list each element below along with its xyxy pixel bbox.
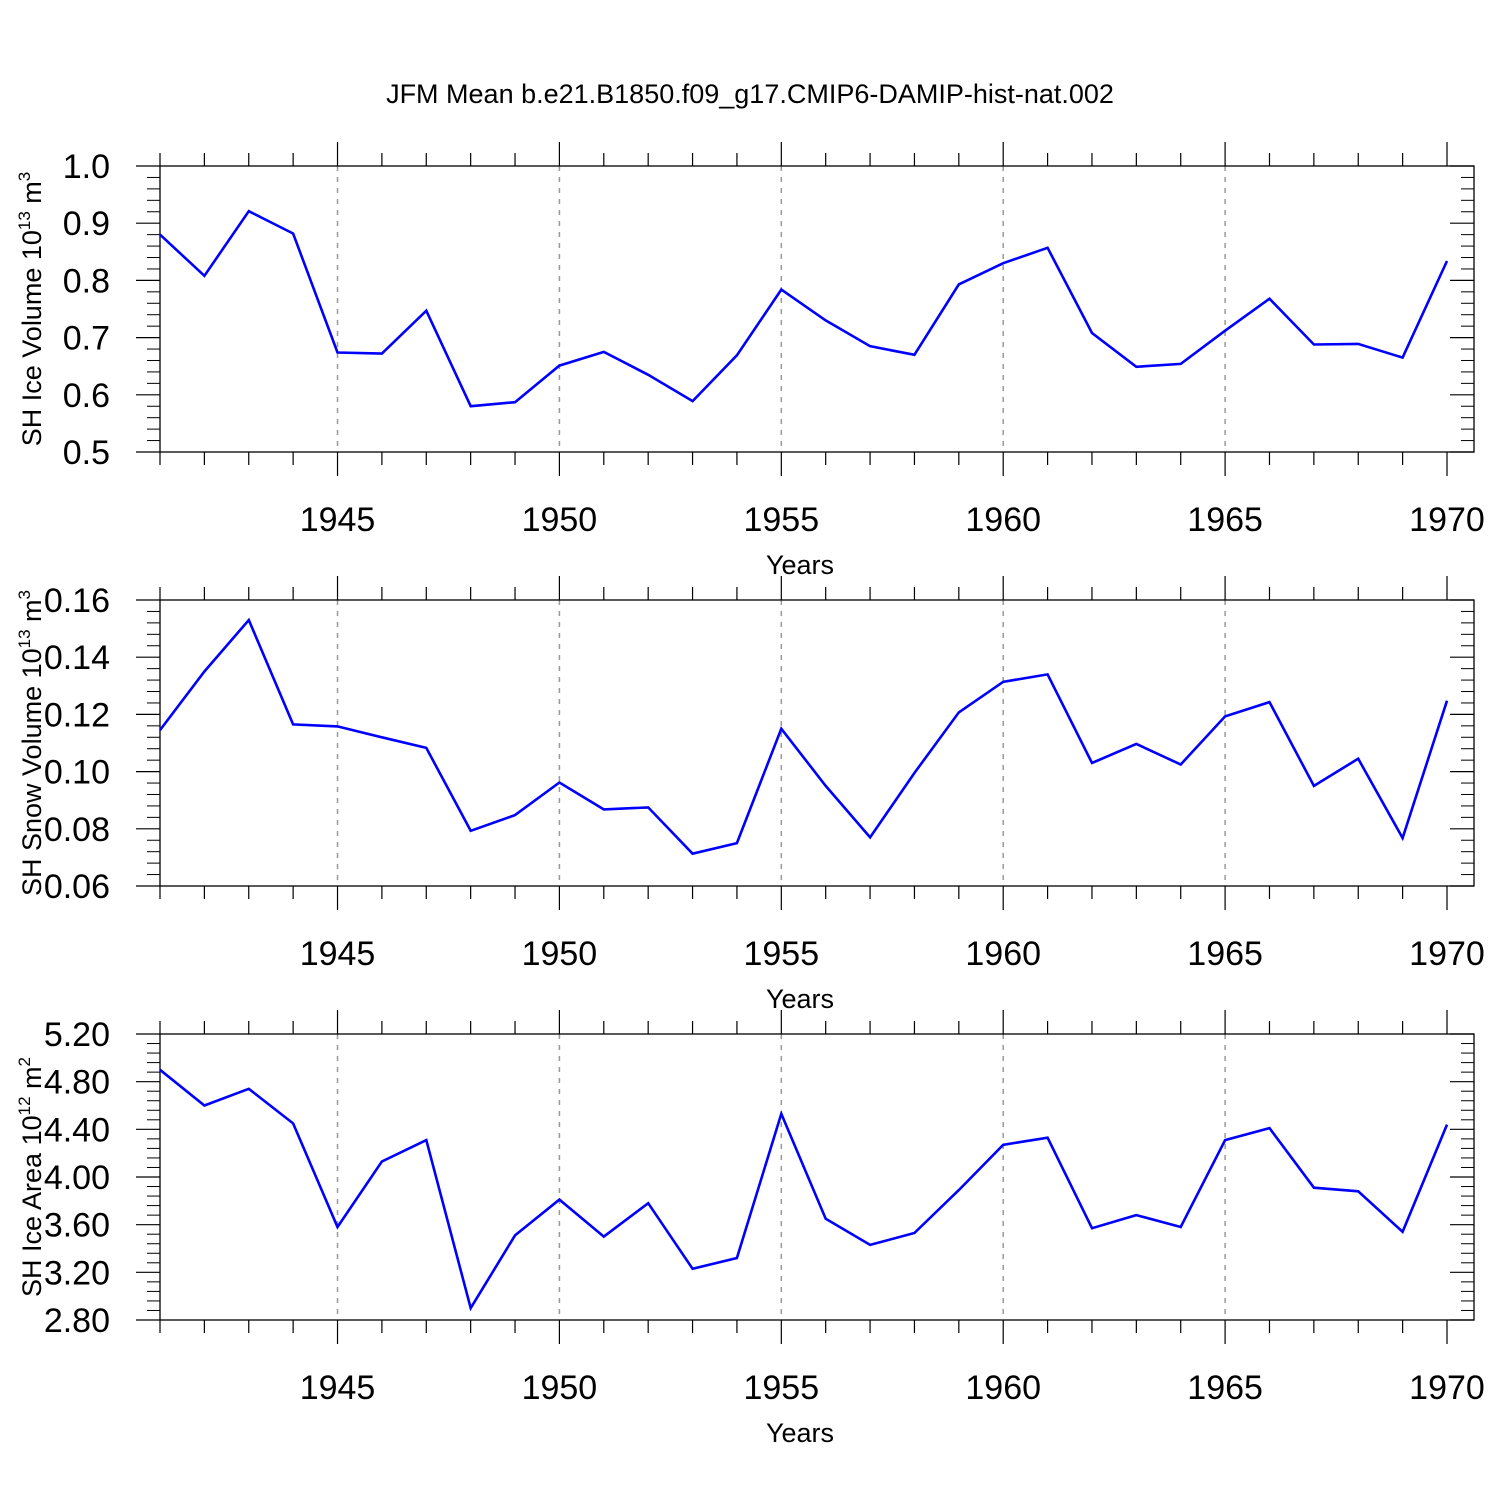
x-tick-label: 1945: [300, 1369, 376, 1407]
x-tick-label: 1970: [1409, 1369, 1485, 1407]
y-axis-label: SH Ice Area 1012 m2: [15, 1057, 47, 1297]
y-axis-label-exponent: 12: [15, 1096, 34, 1115]
x-tick-label: 1960: [965, 1369, 1041, 1407]
y-axis-label: SH Ice Volume 1013 m3: [15, 172, 47, 447]
x-axis-label: Years: [766, 550, 834, 580]
series-line: [159, 1068, 1449, 1312]
x-tick-label: 1945: [300, 501, 376, 539]
x-tick-label: 1960: [965, 935, 1041, 973]
plot-frame: [159, 599, 1475, 887]
figure-title: JFM Mean b.e21.B1850.f09_g17.CMIP6-DAMIP…: [386, 79, 1114, 109]
chart-panel-2: 1945 1950 1955 1960 1965 1970 Years 0.06 0.08 0.1…: [15, 576, 1485, 1014]
x-axis-label: Years: [766, 1418, 834, 1448]
y-axis-label-unit: m: [17, 599, 47, 629]
y-axis-label-unit-exponent: 2: [15, 1057, 34, 1066]
x-tick-label: 1955: [743, 501, 819, 539]
y-axis-label-main: SH Ice Volume 10: [17, 230, 47, 446]
x-tick-label: 1960: [965, 501, 1041, 539]
y-tick-label: 1.0: [63, 148, 110, 186]
chart-panel-1: 1945 1950 1955 1960 1965 1970 Years 0.5 0.6 0.7 0.…: [15, 142, 1485, 580]
y-tick-label: 4.40: [44, 1111, 110, 1149]
y-axis-label-exponent: 13: [15, 211, 34, 230]
y-tick-label: 0.6: [63, 377, 110, 415]
y-tick-label: 4.80: [44, 1064, 110, 1102]
y-axis-label: SH Snow Volume 1013 m3: [15, 590, 47, 896]
y-tick-label: 0.10: [44, 754, 110, 792]
x-tick-label: 1970: [1409, 935, 1485, 973]
y-axis-label-unit-exponent: 3: [15, 590, 34, 599]
y-axis-label-main: SH Snow Volume 10: [17, 648, 47, 896]
plot-frame: [159, 165, 1475, 453]
x-tick-label: 1965: [1187, 935, 1263, 973]
x-tick-label: 1955: [743, 935, 819, 973]
x-tick-label: 1950: [522, 1369, 598, 1407]
x-tick-label: 1965: [1187, 1369, 1263, 1407]
y-tick-label: 0.08: [44, 811, 110, 849]
x-axis-label: Years: [766, 984, 834, 1014]
chart-panel-3: 1945 1950 1955 1960 1965 1970 Years 2.80 3.20 3.6…: [15, 1010, 1485, 1448]
y-tick-label: 0.9: [63, 205, 110, 243]
y-axis-label-main: SH Ice Area 10: [17, 1115, 47, 1297]
y-tick-label: 0.12: [44, 696, 110, 734]
y-tick-label: 0.06: [44, 868, 110, 906]
panels-container: 1945 1950 1955 1960 1965 1970 Years 0.5 0.6 0.7 0.…: [15, 142, 1485, 1448]
y-tick-label: 4.00: [44, 1159, 110, 1197]
x-tick-label: 1950: [522, 935, 598, 973]
y-tick-label: 0.5: [63, 434, 110, 472]
y-tick-label: 0.16: [44, 582, 110, 620]
y-tick-label: 2.80: [44, 1302, 110, 1340]
x-tick-label: 1945: [300, 935, 376, 973]
series-line: [158, 617, 1449, 856]
y-tick-label: 0.8: [63, 262, 110, 300]
x-tick-label: 1965: [1187, 501, 1263, 539]
y-tick-label: 0.14: [44, 639, 110, 677]
y-tick-label: 5.20: [44, 1016, 110, 1054]
y-tick-label: 0.7: [63, 320, 110, 358]
x-tick-label: 1950: [522, 501, 598, 539]
y-axis-label-exponent: 13: [15, 629, 34, 648]
y-tick-label: 3.60: [44, 1207, 110, 1245]
y-axis-label-unit: m: [17, 181, 47, 211]
y-axis-label-unit: m: [17, 1066, 47, 1096]
x-tick-label: 1970: [1409, 501, 1485, 539]
series-line: [159, 209, 1449, 408]
x-tick-label: 1955: [743, 1369, 819, 1407]
y-tick-label: 3.20: [44, 1254, 110, 1292]
y-axis-label-unit-exponent: 3: [15, 172, 34, 181]
